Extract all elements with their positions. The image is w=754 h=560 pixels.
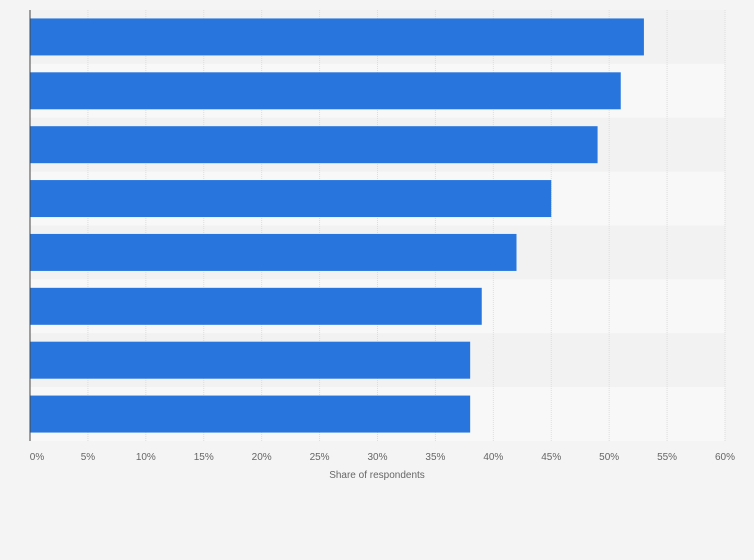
bar (30, 72, 621, 110)
x-axis-title: Share of respondents (329, 470, 425, 481)
bar (30, 126, 598, 164)
x-tick-label: 55% (657, 452, 677, 463)
bar (30, 180, 552, 218)
x-tick-label: 25% (310, 452, 330, 463)
x-tick-label: 45% (541, 452, 561, 463)
bar (30, 395, 471, 433)
x-tick-label: 60% (715, 452, 735, 463)
bars (30, 18, 644, 433)
bar (30, 287, 482, 325)
x-tick-label: 5% (81, 452, 96, 463)
x-tick-labels: 0% 5% 10% 15% 20% 25% 30% 35% 40% 45% 50% 55% 60% (30, 452, 735, 463)
x-tick-label: 30% (367, 452, 387, 463)
x-tick-label: 15% (194, 452, 214, 463)
bar (30, 18, 644, 56)
bar (30, 341, 471, 379)
x-tick-label: 50% (599, 452, 619, 463)
x-tick-label: 0% (30, 452, 45, 463)
x-tick-label: 10% (136, 452, 156, 463)
x-tick-label: 35% (425, 452, 445, 463)
x-tick-label: 40% (483, 452, 503, 463)
bar (30, 233, 517, 271)
x-tick-label: 20% (252, 452, 272, 463)
